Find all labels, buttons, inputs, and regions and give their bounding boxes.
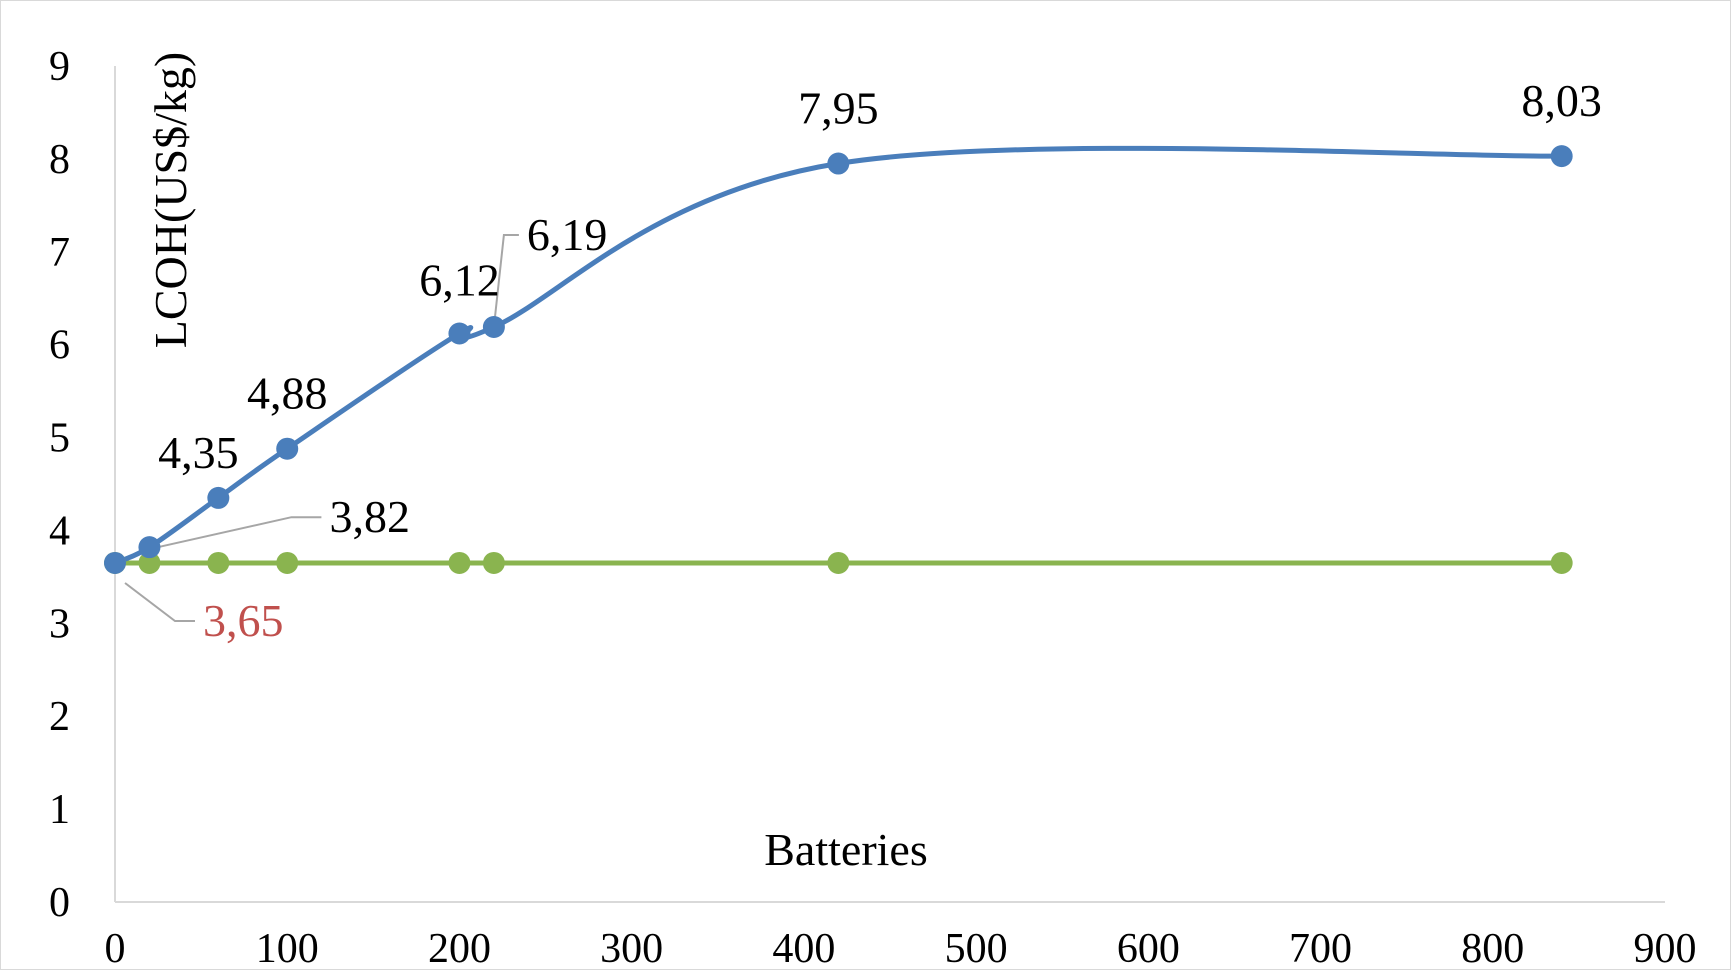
series-0-marker — [448, 322, 471, 345]
series-0-marker — [207, 486, 230, 509]
y-tick-label: 5 — [49, 416, 70, 462]
x-tick-label: 600 — [1117, 926, 1180, 970]
x-tick-label: 200 — [428, 926, 491, 970]
leader-line — [124, 582, 195, 622]
y-tick-label: 3 — [49, 601, 70, 647]
series-0-marker — [138, 536, 161, 559]
data-label: 4,88 — [247, 368, 328, 419]
data-label: 7,95 — [798, 83, 879, 134]
series-1-marker — [138, 551, 161, 574]
data-label: 6,12 — [419, 255, 500, 306]
x-tick-label: 900 — [1634, 926, 1697, 970]
x-tick-label: 0 — [105, 926, 126, 970]
series-0-marker — [482, 316, 505, 339]
data-label: 3,65 — [203, 595, 284, 646]
y-tick-label: 8 — [49, 137, 70, 183]
y-tick-label: 4 — [49, 508, 70, 554]
y-axis-title: LCOH(US$/kg) — [145, 52, 196, 348]
x-tick-label: 100 — [256, 926, 319, 970]
data-label: 3,82 — [329, 491, 410, 542]
y-tick-label: 0 — [49, 880, 70, 926]
leader-line — [144, 516, 322, 552]
x-tick-label: 800 — [1461, 926, 1524, 970]
data-label: 4,35 — [158, 427, 239, 478]
data-label: 8,03 — [1521, 75, 1602, 126]
y-tick-label: 2 — [49, 694, 70, 740]
series-1-marker — [207, 551, 230, 574]
series-1-marker — [1550, 551, 1573, 574]
leader-line — [492, 234, 519, 328]
x-axis-title: Batteries — [764, 824, 928, 875]
x-tick-label: 700 — [1289, 926, 1352, 970]
series-0-marker — [1550, 145, 1573, 168]
series-0-marker — [104, 551, 126, 574]
series-0-marker — [276, 437, 299, 460]
series-1-marker — [276, 551, 299, 574]
x-tick-label: 300 — [600, 926, 663, 970]
series-1-marker — [482, 551, 505, 574]
series-1-marker — [448, 551, 471, 574]
data-label: 6,19 — [527, 209, 608, 260]
y-tick-label: 1 — [49, 787, 70, 833]
y-tick-label: 6 — [49, 323, 70, 369]
x-tick-label: 400 — [772, 926, 835, 970]
y-tick-label: 7 — [49, 230, 70, 276]
x-tick-label: 500 — [945, 926, 1008, 970]
series-0-marker — [827, 152, 850, 175]
y-tick-label: 9 — [49, 44, 70, 90]
series-1-marker — [827, 551, 850, 574]
